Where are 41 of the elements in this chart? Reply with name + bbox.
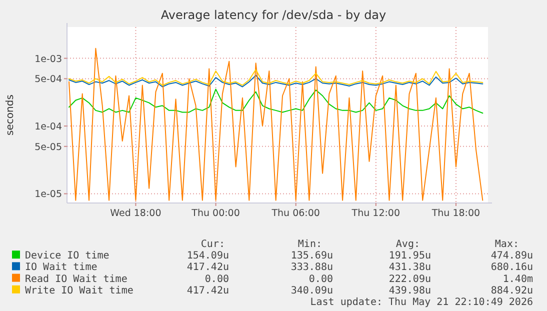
legend-label: Write IO Wait time [25, 285, 134, 296]
text: Min: [298, 239, 322, 250]
text: Max: [494, 239, 519, 250]
text: 0.00 [204, 274, 229, 285]
text: Cur: [200, 239, 225, 250]
text: 1.40m [502, 274, 533, 285]
text: 884.92u [490, 285, 533, 296]
text: 0.00 [308, 274, 333, 285]
line-series [68, 48, 484, 201]
y-tick-label: 1e-04 [34, 122, 62, 133]
text: 333.88u [290, 262, 333, 274]
text: 154.09u [186, 250, 229, 262]
line-series [68, 88, 484, 114]
x-tick-label: Thu 12:00 [350, 208, 400, 219]
text: Last update: Thu May 21 22:10:49 2026 [310, 297, 533, 308]
text: 191.95u [388, 250, 431, 262]
x-tick-label: Thu 18:00 [430, 208, 480, 219]
legend-label: Read IO Wait time [25, 274, 128, 285]
legend-label: Device IO time [25, 250, 110, 262]
y-tick-label: 1e-03 [34, 54, 62, 65]
legend-label: IO Wait time [25, 262, 98, 274]
text: 222.09u [388, 274, 431, 285]
chart-title: Average latency for /dev/sda - by day [160, 8, 386, 22]
text: 474.89u [490, 250, 533, 262]
text: 439.98u [388, 285, 431, 296]
line-series [68, 69, 484, 86]
y-tick-label: 1e-05 [34, 189, 62, 200]
text: 431.38u [388, 262, 431, 274]
x-tick-label: Thu 00:00 [190, 208, 240, 219]
text: 417.42u [186, 285, 229, 296]
text: 135.69u [290, 250, 333, 262]
text: Avg: [396, 239, 420, 250]
x-tick-label: Wed 18:00 [110, 208, 162, 219]
line-series [68, 74, 484, 88]
y-axis-title: seconds [5, 94, 16, 136]
text: 417.42u [186, 262, 229, 274]
y-tick-label: 5e-04 [34, 74, 62, 86]
text: 680.16u [490, 262, 533, 274]
y-tick-label: 5e-05 [34, 142, 62, 153]
x-tick-label: Thu 06:00 [270, 208, 320, 219]
text: 340.09u [290, 285, 333, 296]
